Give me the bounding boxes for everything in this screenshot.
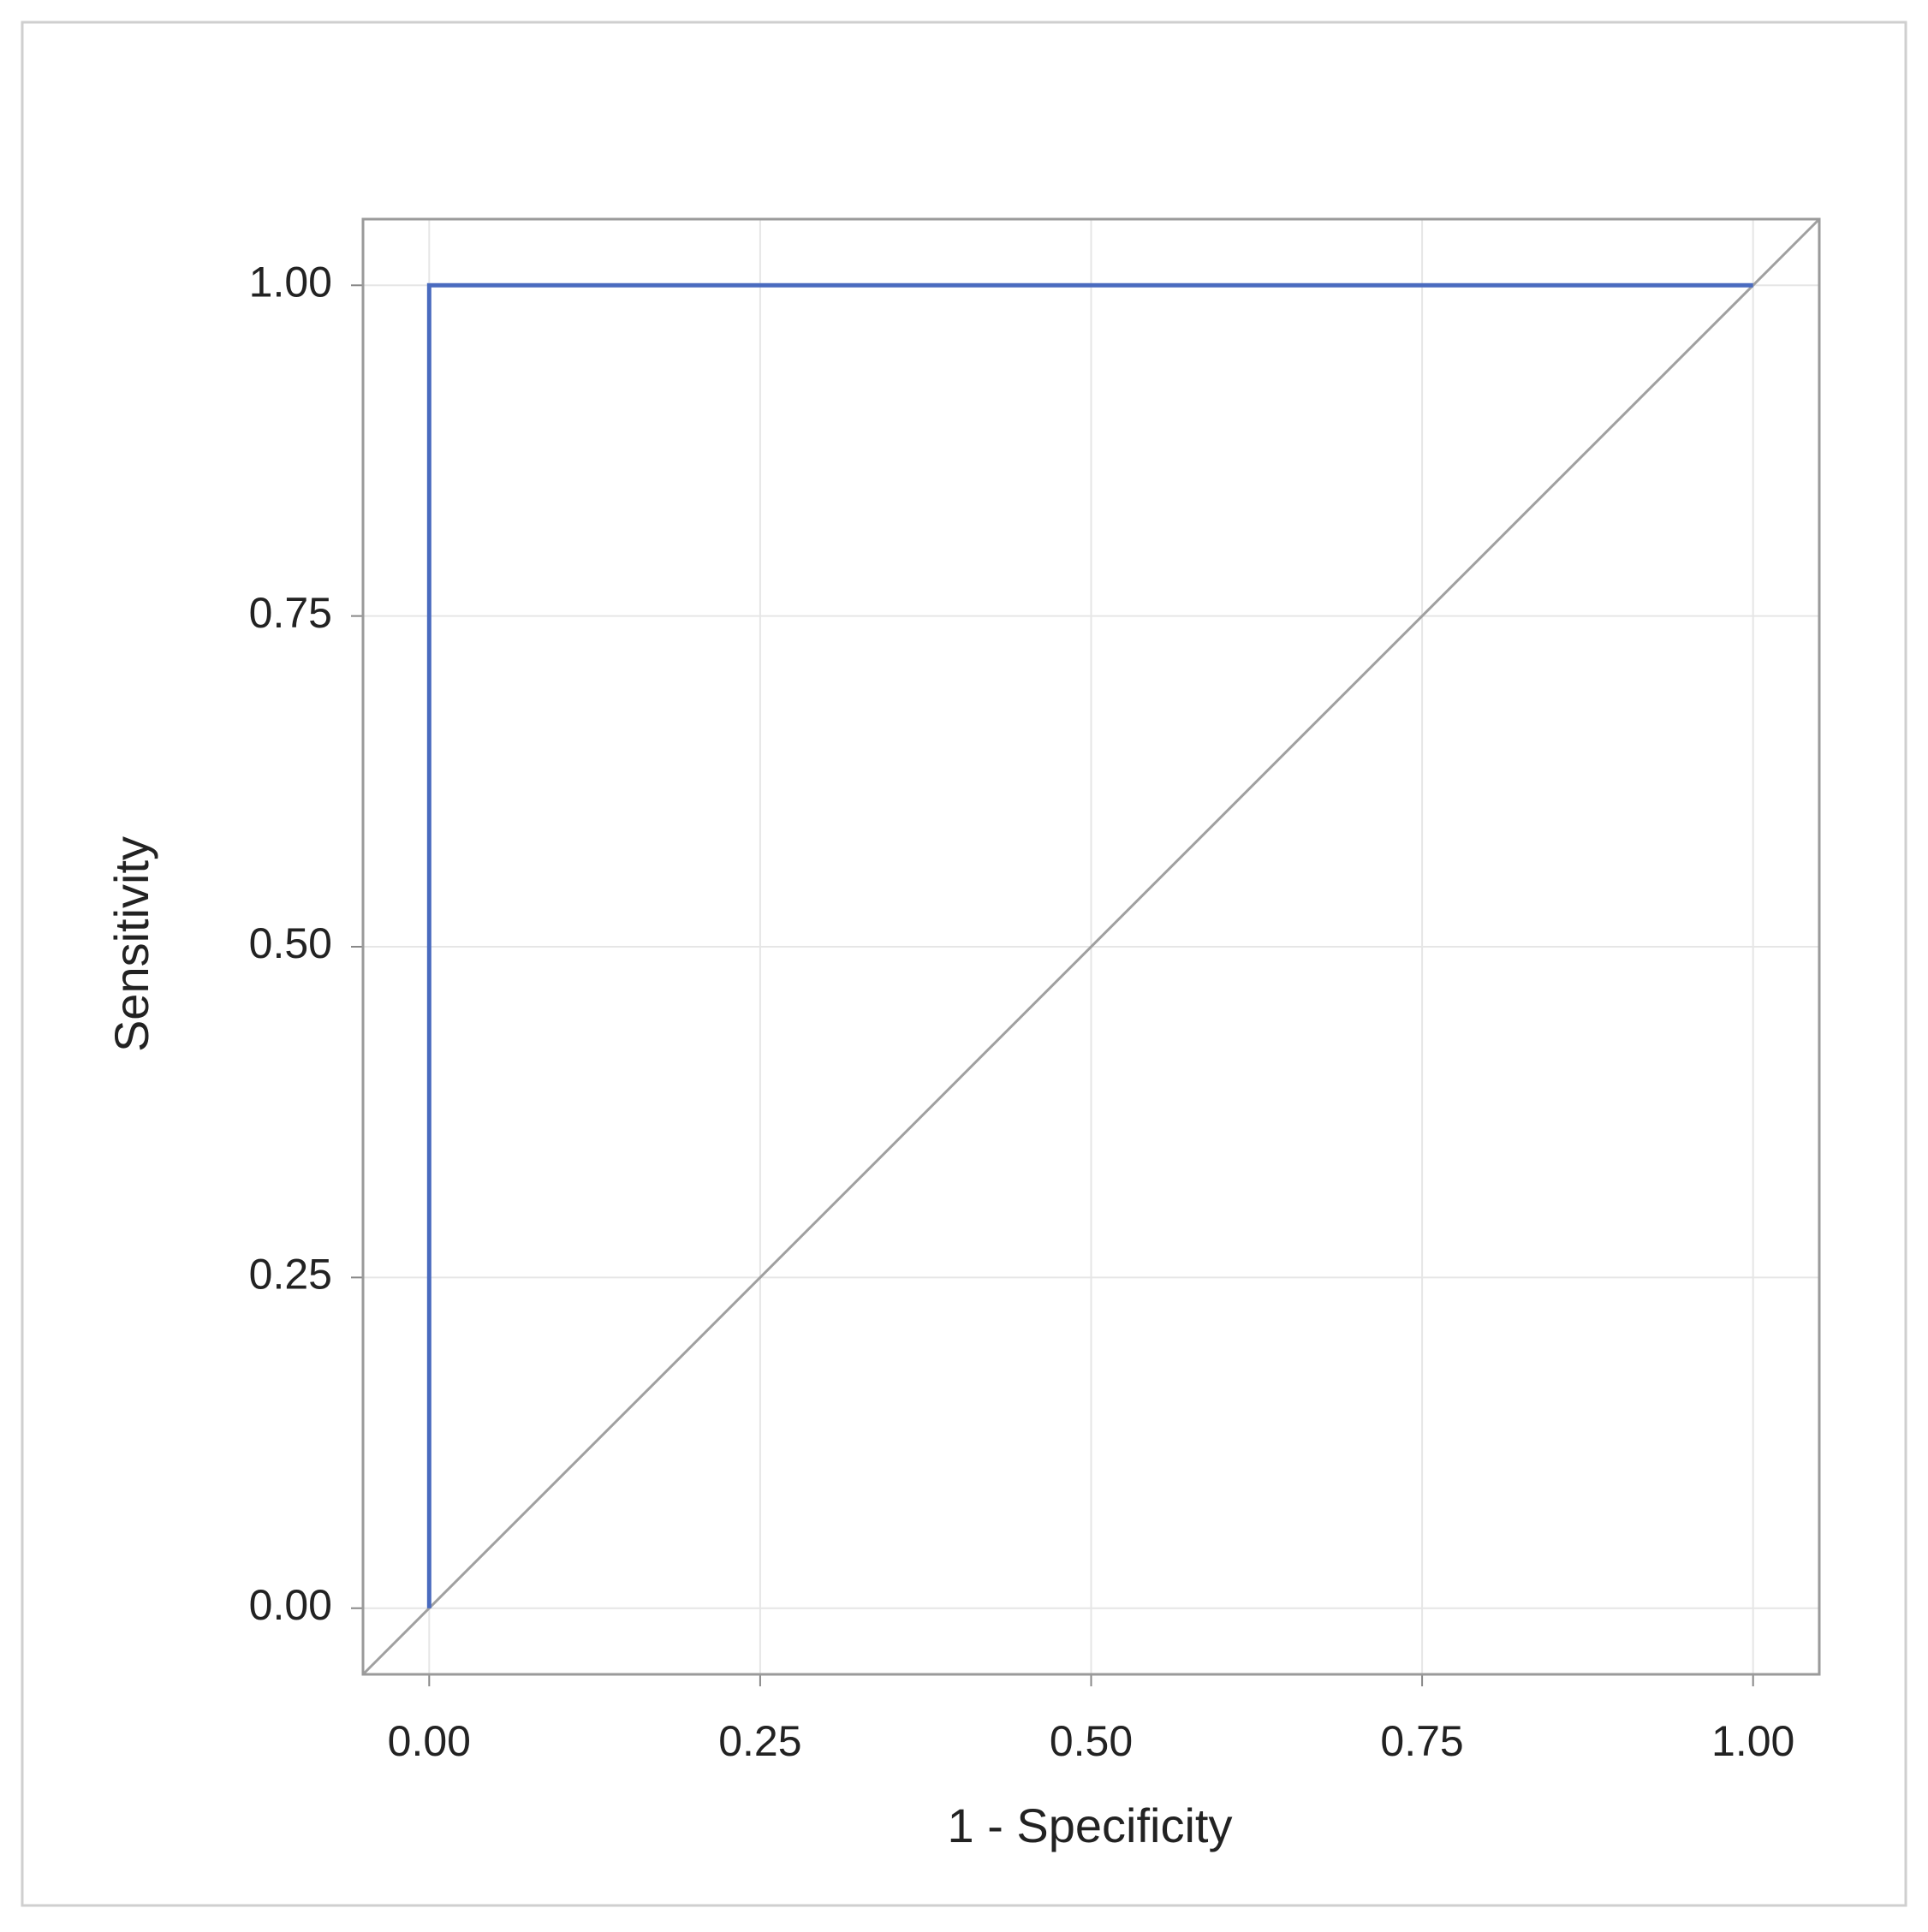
series-line bbox=[426, 282, 1753, 1608]
x-tick-label: 1.00 bbox=[1711, 1717, 1794, 1765]
y-tick-label: 0.50 bbox=[249, 919, 332, 967]
y-tick-label: 0.75 bbox=[249, 589, 332, 637]
x-tick-label: 0.50 bbox=[1050, 1717, 1133, 1765]
x-tick-label: 0.25 bbox=[718, 1717, 801, 1765]
x-tick-label: 0.00 bbox=[388, 1717, 471, 1765]
y-tick-label: 0.00 bbox=[249, 1581, 332, 1629]
series-line bbox=[361, 217, 1821, 1676]
x-tick-label: 0.75 bbox=[1380, 1717, 1463, 1765]
y-tick-label: 0.25 bbox=[249, 1251, 332, 1299]
y-tick-label: 1.00 bbox=[249, 258, 332, 306]
plot-border bbox=[361, 217, 1821, 1676]
x-axis-title: 1 - Specificity bbox=[948, 1798, 1233, 1852]
y-axis-title: Sensitivity bbox=[104, 836, 158, 1052]
